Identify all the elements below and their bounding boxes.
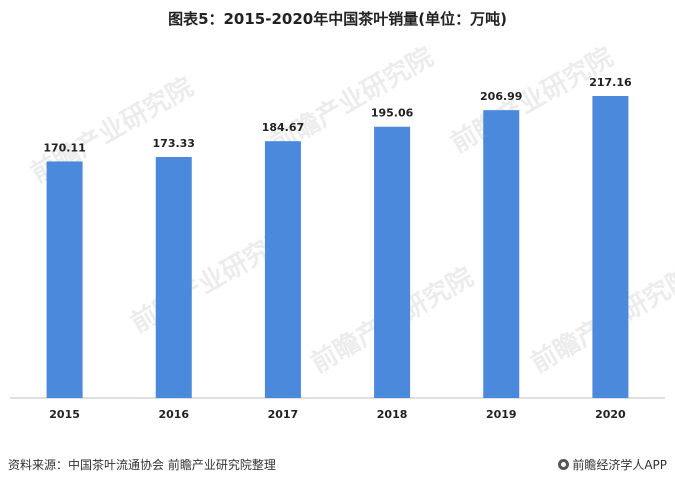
x-tick-label-2019: 2019 — [486, 408, 517, 421]
bar-2018 — [374, 126, 411, 399]
data-label-2018: 195.06 — [371, 107, 414, 120]
data-label-2017: 184.67 — [262, 121, 304, 134]
data-label-2020: 217.16 — [589, 76, 632, 89]
chart-title: 图表5：2015-2020年中国茶叶销量(单位：万吨) — [168, 10, 507, 28]
x-tick-label-2020: 2020 — [595, 408, 626, 421]
bar-2019 — [483, 110, 520, 398]
x-tick-label-2016: 2016 — [158, 408, 189, 421]
x-tick-label-2017: 2017 — [268, 408, 299, 421]
bar-2015 — [46, 161, 83, 398]
bar-2020 — [592, 96, 629, 398]
data-label-2016: 173.33 — [153, 137, 195, 150]
bar-2016 — [155, 156, 192, 398]
brand-logo-icon — [558, 459, 570, 470]
source-note: 资料来源：中国茶叶流通协会 前瞻产业研究院整理 — [8, 458, 276, 472]
x-tick-label-2018: 2018 — [377, 408, 408, 421]
x-tick-label-2015: 2015 — [49, 408, 80, 421]
data-label-2019: 206.99 — [480, 90, 522, 103]
brand-label: 前瞻经济学人APP — [572, 458, 667, 472]
bar-2017 — [264, 141, 301, 399]
data-label-2015: 170.11 — [43, 141, 85, 154]
brand-credit: 前瞻经济学人APP — [558, 456, 667, 473]
